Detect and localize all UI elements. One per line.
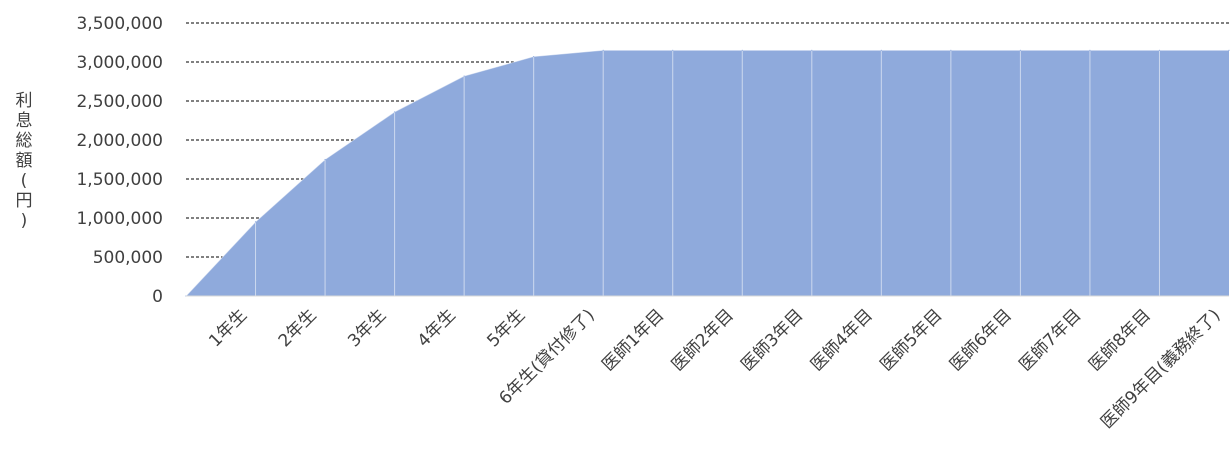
x-tick-label: 2年生 [275, 305, 321, 351]
interest-area [186, 50, 1229, 296]
data-point-7 [672, 49, 674, 51]
y-tick-label: 1,500,000 [76, 170, 163, 190]
data-point-9 [811, 49, 813, 51]
x-tick-label: 医師3年目 [737, 305, 807, 375]
data-point-14 [1158, 49, 1161, 51]
data-point-11 [950, 49, 952, 51]
y-axis-title: 利息総額(円) [16, 91, 33, 231]
y-tick-label: 0 [152, 287, 163, 307]
data-point-10 [880, 49, 882, 51]
area-top-edge [185, 49, 1229, 297]
x-tick-label: 医師5年目 [877, 305, 947, 375]
data-point-13 [1089, 49, 1091, 51]
x-tick-label: 医師6年目 [946, 305, 1016, 375]
data-point-6 [602, 49, 604, 51]
x-tick-label: 医師1年目 [598, 305, 668, 375]
y-axis: 0 500,000 1,000,000 1,500,000 2,000,000 2,500… [76, 14, 163, 307]
data-point-8 [741, 49, 743, 51]
y-tick-label: 2,000,000 [76, 131, 163, 151]
y-tick-label: 1,000,000 [76, 209, 163, 229]
x-tick-label: 医師7年目 [1016, 305, 1086, 375]
data-point-1 [254, 221, 257, 223]
data-point-12 [1019, 49, 1022, 51]
x-tick-label: 医師4年目 [807, 305, 877, 375]
y-tick-label: 500,000 [93, 248, 163, 268]
data-point-15 [1228, 49, 1230, 51]
x-tick-label: 医師9年目(義務終了) [1097, 305, 1224, 432]
x-tick-label: 3年生 [344, 305, 390, 351]
data-point-5 [533, 55, 535, 58]
data-point-4 [463, 75, 465, 77]
y-tick-label: 2,500,000 [76, 92, 163, 112]
y-tick-label: 3,000,000 [76, 53, 163, 73]
x-axis: 1年生 2年生 3年生 4年生 5年生6年生(貸付修了) 医師1年目 医師2年目 医師3年目医… [186, 295, 1229, 433]
x-tick-label: 5年生 [483, 305, 529, 351]
plot-area [185, 49, 1230, 297]
x-tick-label: 医師8年目 [1085, 305, 1155, 375]
data-point-3 [394, 111, 396, 113]
y-tick-label: 3,500,000 [76, 14, 163, 34]
x-tick-label: 1年生 [205, 305, 251, 351]
x-tick-label: 医師2年目 [668, 305, 738, 375]
x-tick-label: 4年生 [414, 305, 460, 351]
data-point-2 [324, 158, 326, 161]
